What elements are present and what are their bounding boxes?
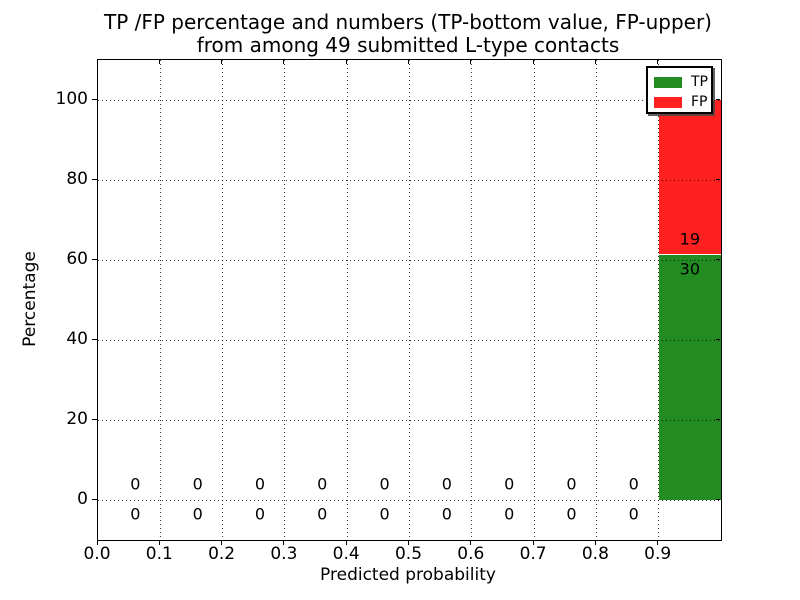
x-tick-mark-top	[408, 60, 409, 64]
v-gridline	[284, 60, 286, 540]
legend-entry-tp: TP	[654, 72, 711, 92]
h-gridline	[98, 259, 721, 261]
legend-entry-fp: FP	[654, 92, 711, 112]
x-tick-mark-top	[221, 60, 223, 64]
y-tick-mark	[92, 498, 97, 500]
y-tick-mark-right	[716, 98, 720, 100]
fp-count-label: 0	[192, 474, 203, 494]
fp-legend-swatch	[654, 96, 682, 108]
v-gridline	[409, 60, 410, 540]
tp-count-label: 0	[254, 504, 266, 524]
v-gridline	[471, 60, 473, 540]
x-tick-label: 0.0	[83, 544, 111, 564]
x-tick-mark-top	[657, 60, 659, 64]
v-gridline	[595, 60, 597, 540]
y-tick-mark-right	[716, 498, 720, 500]
tp-count-label: 0	[628, 504, 639, 524]
x-tick-mark	[532, 540, 534, 545]
h-gridline	[98, 419, 721, 421]
y-tick-label: 40	[66, 329, 88, 349]
h-gridline	[98, 99, 721, 101]
x-tick-mark-top	[532, 60, 534, 64]
fp-count-label: 0	[254, 474, 266, 494]
fp-legend-label: FP	[691, 94, 708, 110]
fp-count-label: 19	[679, 229, 701, 249]
fp-count-label: 0	[317, 474, 328, 494]
x-axis-label: Predicted probability	[320, 565, 496, 585]
fp-count-label: 0	[379, 474, 390, 494]
x-tick-mark	[221, 540, 223, 545]
x-tick-mark	[345, 540, 347, 545]
fp-count-label: 0	[566, 474, 577, 494]
v-gridline	[658, 60, 660, 540]
fp-count-label: 0	[441, 474, 452, 494]
y-tick-mark-right	[716, 338, 720, 340]
x-tick-label: 0.3	[270, 544, 298, 564]
h-gridline	[98, 499, 721, 501]
v-gridline	[533, 60, 535, 540]
tp-count-label: 0	[504, 504, 515, 524]
legend: TP FP	[646, 66, 713, 114]
y-tick-mark-right	[716, 178, 720, 180]
x-tick-label: 0.5	[394, 544, 423, 564]
tp-count-label: 0	[317, 504, 328, 524]
x-tick-label: 0.4	[332, 544, 360, 564]
tp-count-label: 0	[441, 504, 452, 524]
x-tick-mark	[408, 540, 409, 545]
x-tick-mark	[283, 540, 285, 545]
x-tick-label: 0.7	[519, 544, 547, 564]
y-tick-mark-right	[716, 418, 720, 420]
x-tick-mark-top	[96, 60, 98, 64]
tp-legend-label: TP	[691, 74, 708, 90]
y-tick-label: 0	[77, 489, 88, 509]
y-tick-mark	[92, 258, 97, 260]
h-gridline	[98, 339, 721, 341]
x-tick-label: 0.2	[208, 544, 236, 564]
x-tick-mark	[470, 540, 472, 545]
chart-title-line1: TP /FP percentage and numbers (TP-bottom…	[104, 10, 712, 34]
y-tick-label: 100	[55, 89, 88, 109]
x-tick-label: 0.9	[644, 544, 672, 564]
x-tick-label: 0.6	[457, 544, 485, 564]
fp-count-label: 0	[130, 474, 141, 494]
x-tick-mark-top	[594, 60, 596, 64]
y-tick-mark	[92, 178, 97, 180]
x-tick-mark	[96, 540, 98, 545]
y-tick-mark	[92, 338, 97, 340]
x-tick-mark-top	[158, 60, 160, 64]
tp-count-label: 0	[566, 504, 577, 524]
tp-count-label: 30	[679, 259, 701, 279]
tp-count-label: 0	[130, 504, 141, 524]
v-gridline	[159, 60, 161, 540]
tp-count-label: 0	[379, 504, 390, 524]
y-tick-label: 60	[66, 249, 88, 269]
x-tick-mark	[158, 540, 160, 545]
y-tick-mark-right	[716, 258, 720, 260]
x-tick-mark	[594, 540, 596, 545]
chart-title-line2: from among 49 submitted L-type contacts	[196, 33, 620, 57]
x-tick-mark-top	[345, 60, 347, 64]
x-tick-label: 0.1	[145, 544, 173, 564]
x-tick-mark-top	[283, 60, 285, 64]
x-tick-mark	[657, 540, 659, 545]
bar-segment-separator	[658, 254, 721, 256]
x-tick-mark-top	[470, 60, 472, 64]
tp-count-label: 0	[192, 504, 203, 524]
y-tick-label: 80	[66, 169, 88, 189]
fp-count-label: 0	[504, 474, 515, 494]
y-tick-label: 20	[66, 409, 88, 429]
v-gridline	[222, 60, 224, 540]
v-gridline	[346, 60, 348, 540]
fp-bar-segment	[658, 100, 721, 255]
tp-bar-segment	[658, 255, 721, 500]
tp-legend-swatch	[654, 76, 682, 88]
plot-area: TP FP 0 0 0 0 0 0 0 0 0 0 0 0 0 0 0 0 0 0 19 30	[97, 59, 722, 541]
h-gridline	[98, 179, 721, 181]
y-tick-mark	[92, 418, 97, 420]
x-tick-label: 0.8	[581, 544, 609, 564]
y-tick-mark	[92, 98, 97, 100]
fp-count-label: 0	[628, 474, 639, 494]
chart-title: TP /FP percentage and numbers (TP-bottom…	[104, 11, 712, 57]
